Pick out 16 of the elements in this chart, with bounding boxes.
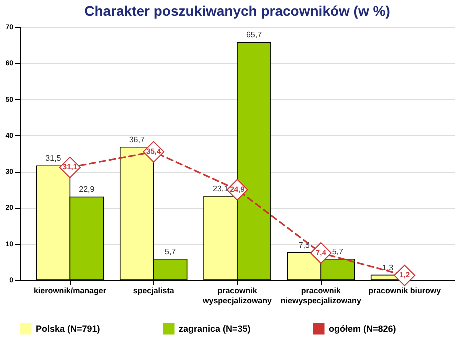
data-label: 31,5 bbox=[46, 154, 62, 164]
data-label: 36,7 bbox=[129, 135, 146, 144]
legend-label: Polska (N=791) bbox=[36, 324, 100, 334]
chart-title: Charakter poszukiwanych pracowników (w %) bbox=[84, 3, 390, 19]
data-label: 22,9 bbox=[79, 185, 96, 194]
data-label: 65,7 bbox=[246, 30, 263, 40]
data-label: 23,1 bbox=[212, 184, 230, 194]
x-tick-label: kierownik/manager bbox=[34, 286, 106, 296]
data-label: 5,7 bbox=[165, 247, 177, 256]
legend-label: zagranica (N=35) bbox=[179, 324, 251, 334]
x-tick-label: pracownik biurowy bbox=[368, 286, 442, 296]
x-tick-label: pracownik wyspecjalizowany bbox=[202, 286, 273, 306]
x-tick-label: specjalista bbox=[133, 286, 175, 296]
legend-label: ogółem (N=826) bbox=[329, 324, 396, 334]
data-label: 5,7 bbox=[332, 247, 344, 256]
x-tick-label: pracownik niewyspecjalizowany bbox=[280, 286, 362, 306]
